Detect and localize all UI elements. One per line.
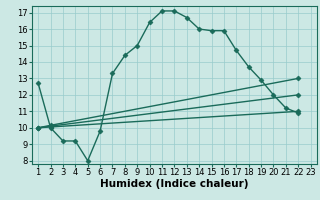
X-axis label: Humidex (Indice chaleur): Humidex (Indice chaleur)	[100, 179, 249, 189]
